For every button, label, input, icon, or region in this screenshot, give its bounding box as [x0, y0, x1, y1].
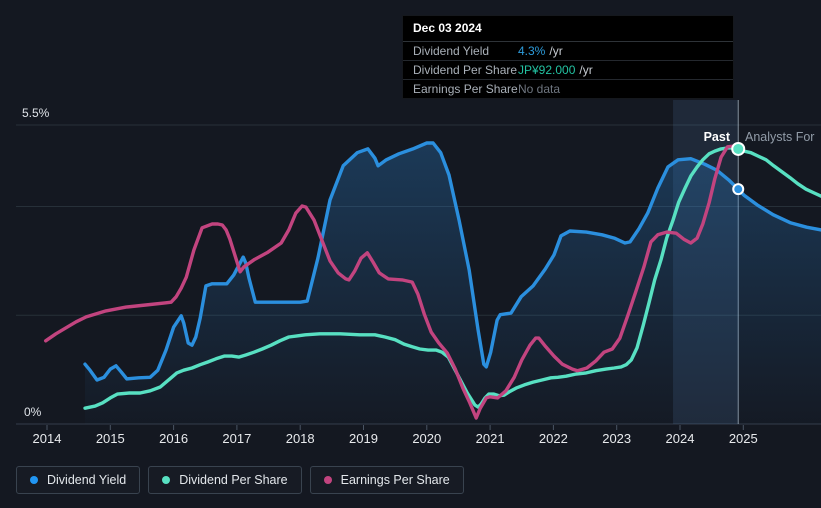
- x-axis-label-2019: 2019: [349, 431, 378, 446]
- x-axis-label-2014: 2014: [32, 431, 62, 446]
- legend-dot-icon: [30, 476, 38, 484]
- x-axis-label-2021: 2021: [475, 431, 505, 446]
- x-axis-label-2015: 2015: [95, 431, 125, 446]
- dividend_yield-marker: [732, 183, 745, 196]
- dividend_per_share-marker: [731, 141, 746, 156]
- analysts-forecast-label: Analysts For: [745, 130, 815, 144]
- x-axis-label-2018: 2018: [285, 431, 315, 446]
- x-axis-label-2022: 2022: [538, 431, 568, 446]
- tooltip-row-2: Earnings Per Share No data: [403, 80, 733, 98]
- tooltip-row-value: JP¥92.000: [518, 63, 576, 77]
- legend-item-label: Earnings Per Share: [340, 473, 450, 487]
- tooltip-row-label: Dividend Per Share: [413, 63, 518, 77]
- tooltip-date: Dec 03 2024: [403, 16, 733, 42]
- legend-item-earnings-per-share[interactable]: Earnings Per Share: [309, 466, 464, 494]
- tooltip-row-label: Earnings Per Share: [413, 82, 518, 96]
- legend-item-label: Dividend Yield: [47, 473, 127, 487]
- x-axis-label-2017: 2017: [222, 431, 252, 446]
- legend-dot-icon: [162, 476, 171, 484]
- legend-dot-icon: [323, 476, 332, 484]
- x-axis-label-2023: 2023: [602, 431, 632, 446]
- tooltip-row-0: Dividend Yield 4.3%/yr: [403, 42, 733, 61]
- legend-item-label: Dividend Per Share: [179, 473, 288, 487]
- x-axis-label-2020: 2020: [412, 431, 442, 446]
- tooltip-row-unit: /yr: [579, 63, 593, 77]
- chart-tooltip: Dec 03 2024 Dividend Yield 4.3%/yr Dividen…: [402, 15, 734, 99]
- tooltip-row-label: Dividend Yield: [413, 44, 490, 58]
- y-axis-label-max: 5.5%: [22, 106, 50, 120]
- dividend_yield-area: [85, 143, 821, 424]
- tooltip-row-value: No data: [518, 82, 561, 96]
- dividend_per_share-line: [83, 146, 821, 410]
- tooltip-row-value: 4.3%: [518, 44, 546, 58]
- legend-item-dividend-per-share[interactable]: Dividend Per Share: [148, 466, 302, 494]
- chart-legend: Dividend Yield Dividend Per Share Earnings…: [16, 466, 464, 494]
- y-axis-label-zero: 0%: [24, 405, 42, 419]
- tooltip-row-1: Dividend Per Share JP¥92.000/yr: [403, 61, 733, 80]
- earnings_per_share-line: [44, 144, 735, 420]
- past-period-label: Past: [703, 130, 730, 144]
- x-axis-label-2024: 2024: [665, 431, 695, 446]
- dividend_yield-line: [83, 141, 821, 382]
- x-axis-label-2016: 2016: [159, 431, 189, 446]
- tooltip-row-unit: /yr: [549, 44, 563, 58]
- legend-item-dividend-yield[interactable]: Dividend Yield: [16, 466, 141, 494]
- x-axis-label-2025: 2025: [728, 431, 758, 446]
